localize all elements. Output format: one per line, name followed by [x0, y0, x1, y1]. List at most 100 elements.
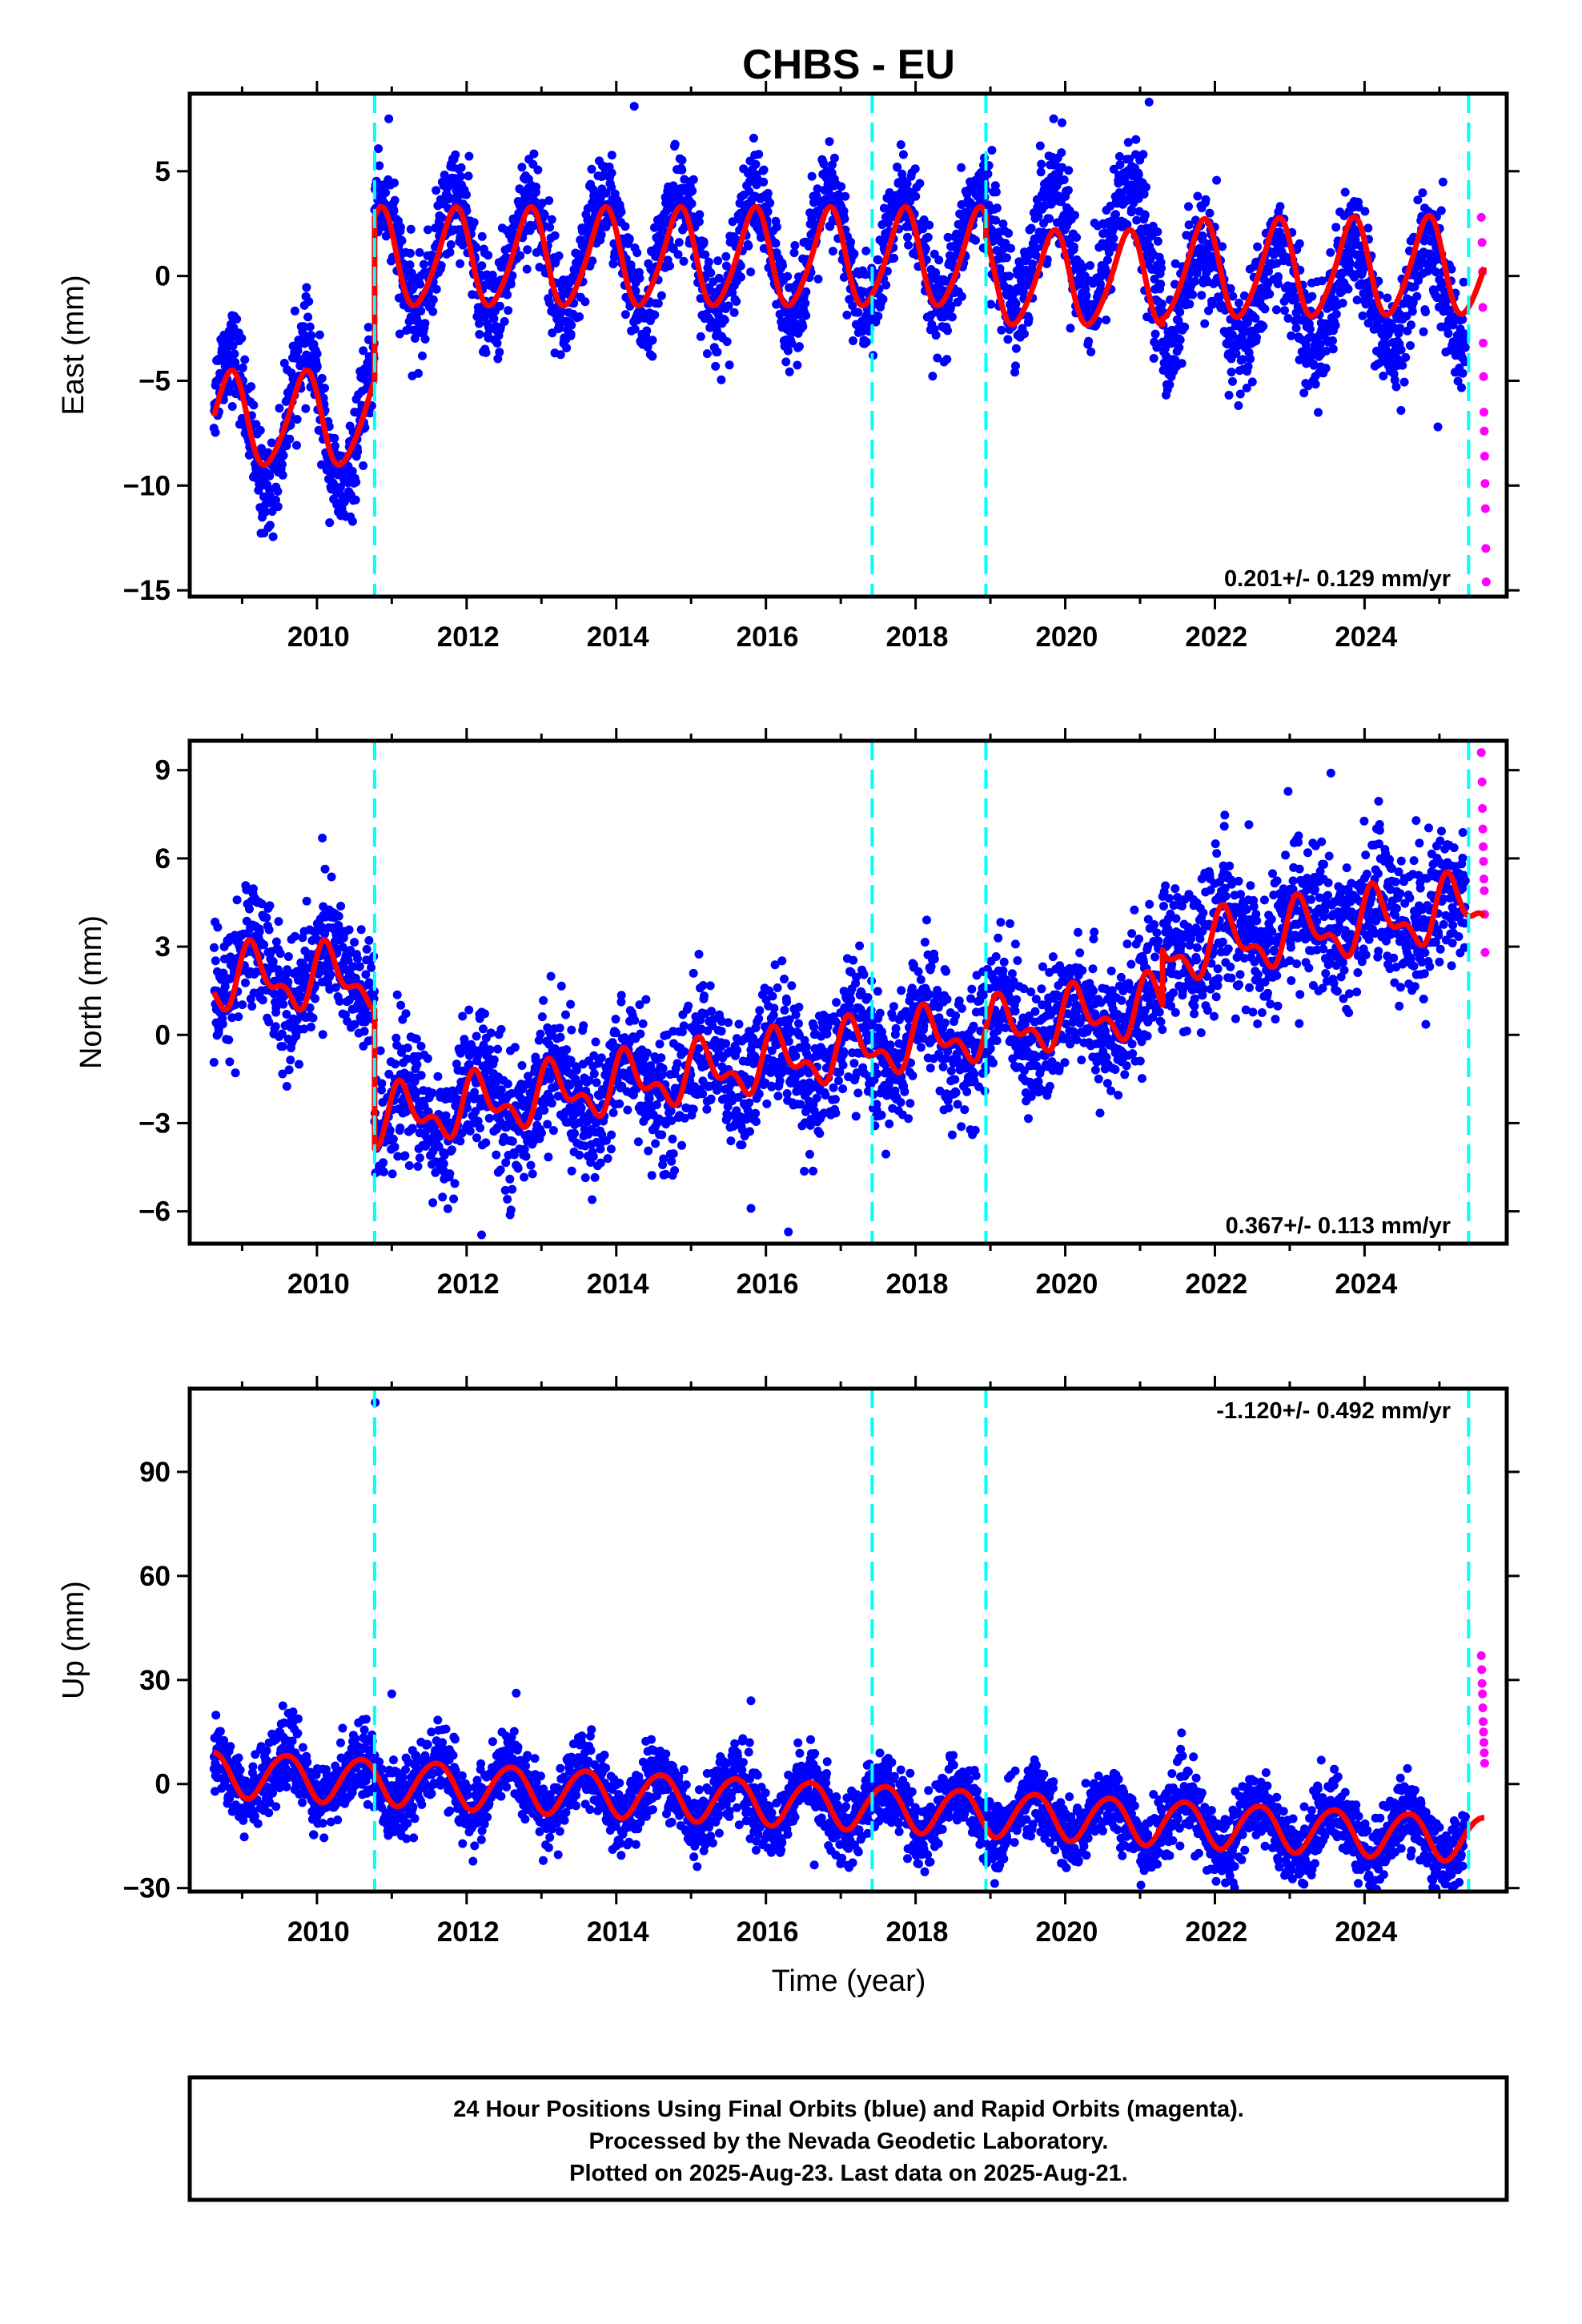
east-final-point: [299, 322, 308, 332]
north-final-point: [438, 1192, 448, 1202]
east-final-point: [1399, 377, 1409, 387]
east-final-point: [1260, 304, 1270, 314]
north-final-point: [633, 1137, 643, 1147]
east-final-point: [1343, 240, 1352, 250]
east-final-point: [873, 255, 883, 265]
east-final-point: [987, 146, 997, 155]
east-final-point: [351, 477, 361, 487]
east-final-point: [1331, 223, 1341, 232]
east-rapid-point: [1478, 303, 1488, 312]
east-final-point: [677, 155, 687, 165]
east-final-point: [1448, 320, 1458, 330]
north-final-point: [458, 1011, 468, 1021]
north-final-point: [355, 962, 364, 971]
panel-east-background: [190, 94, 1507, 597]
east-final-point: [1197, 291, 1207, 300]
north-final-point: [694, 1043, 704, 1053]
north-final-point: [630, 1015, 640, 1025]
north-final-point: [344, 925, 354, 935]
panel-east-plot-area: 2010 2012 2014 2016 2018 2020 2022 2024−15−10−5…: [123, 81, 1520, 653]
east-final-point: [504, 306, 513, 316]
east-final-point: [1460, 343, 1470, 352]
east-final-point: [717, 375, 726, 384]
north-final-point: [565, 1080, 575, 1090]
north-final-point: [391, 1059, 400, 1069]
east-final-point: [1185, 300, 1195, 309]
north-final-point: [537, 1128, 546, 1138]
east-final-point: [566, 329, 576, 339]
east-final-point: [506, 279, 516, 289]
east-final-point: [1153, 236, 1162, 246]
east-final-point: [359, 461, 368, 470]
north-final-point: [496, 1165, 505, 1175]
east-final-point: [1034, 211, 1043, 221]
east-final-point: [302, 283, 311, 292]
east-final-point: [1003, 335, 1013, 344]
north-final-point: [543, 1120, 552, 1129]
east-final-point: [484, 251, 493, 260]
east-final-point: [670, 139, 680, 149]
east-final-point: [1031, 243, 1041, 253]
north-final-point: [575, 1150, 584, 1160]
north-final-point: [520, 1144, 529, 1154]
north-final-point: [307, 936, 317, 945]
east-final-point: [1228, 292, 1238, 301]
east-final-point: [631, 286, 640, 296]
north-final-point: [596, 1053, 606, 1063]
north-final-point: [265, 901, 275, 911]
east-final-point: [1226, 283, 1235, 293]
east-final-point: [477, 261, 487, 271]
north-final-point: [668, 1134, 677, 1144]
east-final-point: [1122, 220, 1132, 229]
north-final-point: [689, 968, 698, 978]
east-final-point: [1203, 242, 1213, 251]
north-final-point: [264, 1017, 274, 1027]
east-final-point: [915, 179, 925, 188]
east-final-point: [1235, 389, 1245, 399]
east-final-point: [624, 234, 634, 243]
north-final-point: [572, 1065, 581, 1075]
east-final-point: [1134, 170, 1143, 179]
east-final-point: [228, 341, 238, 351]
east-final-point: [783, 271, 793, 281]
east-final-point: [1352, 296, 1362, 305]
north-final-point: [596, 1144, 605, 1154]
east-final-point: [801, 299, 810, 308]
north-final-point: [657, 1130, 667, 1140]
east-final-point: [724, 301, 733, 311]
east-final-point: [1401, 352, 1411, 362]
east-final-point: [885, 188, 894, 197]
north-final-point: [698, 981, 708, 990]
north-final-point: [505, 1174, 515, 1184]
east-rapid-point: [1479, 338, 1488, 348]
east-final-point: [1064, 166, 1074, 175]
north-final-point: [694, 950, 704, 959]
east-final-point: [1317, 276, 1327, 286]
north-final-point: [544, 1152, 553, 1162]
north-final-point: [503, 1195, 512, 1204]
north-final-point: [496, 1024, 506, 1034]
north-final-point: [209, 1058, 219, 1067]
east-final-point: [1407, 307, 1417, 316]
north-final-point: [415, 1153, 424, 1163]
east-final-point: [1438, 177, 1447, 187]
east-final-point: [1305, 324, 1315, 334]
east-final-point: [1063, 186, 1073, 195]
east-final-point: [721, 251, 731, 261]
east-final-point: [971, 235, 980, 245]
north-final-point: [218, 1019, 227, 1029]
north-final-point: [441, 1111, 451, 1120]
east-data-layer: [209, 97, 1491, 587]
east-final-point: [1321, 364, 1331, 373]
north-final-point: [350, 938, 359, 947]
north-final-point: [696, 1015, 705, 1025]
north-final-point: [567, 1025, 576, 1035]
east-final-point: [711, 361, 721, 371]
north-final-point: [360, 1017, 370, 1027]
east-rapid-point: [1481, 544, 1491, 553]
east-final-point: [659, 227, 669, 235]
east-final-point: [608, 259, 618, 269]
north-final-point: [517, 1061, 527, 1070]
east-final-point: [704, 257, 713, 267]
north-final-point: [642, 1048, 652, 1058]
